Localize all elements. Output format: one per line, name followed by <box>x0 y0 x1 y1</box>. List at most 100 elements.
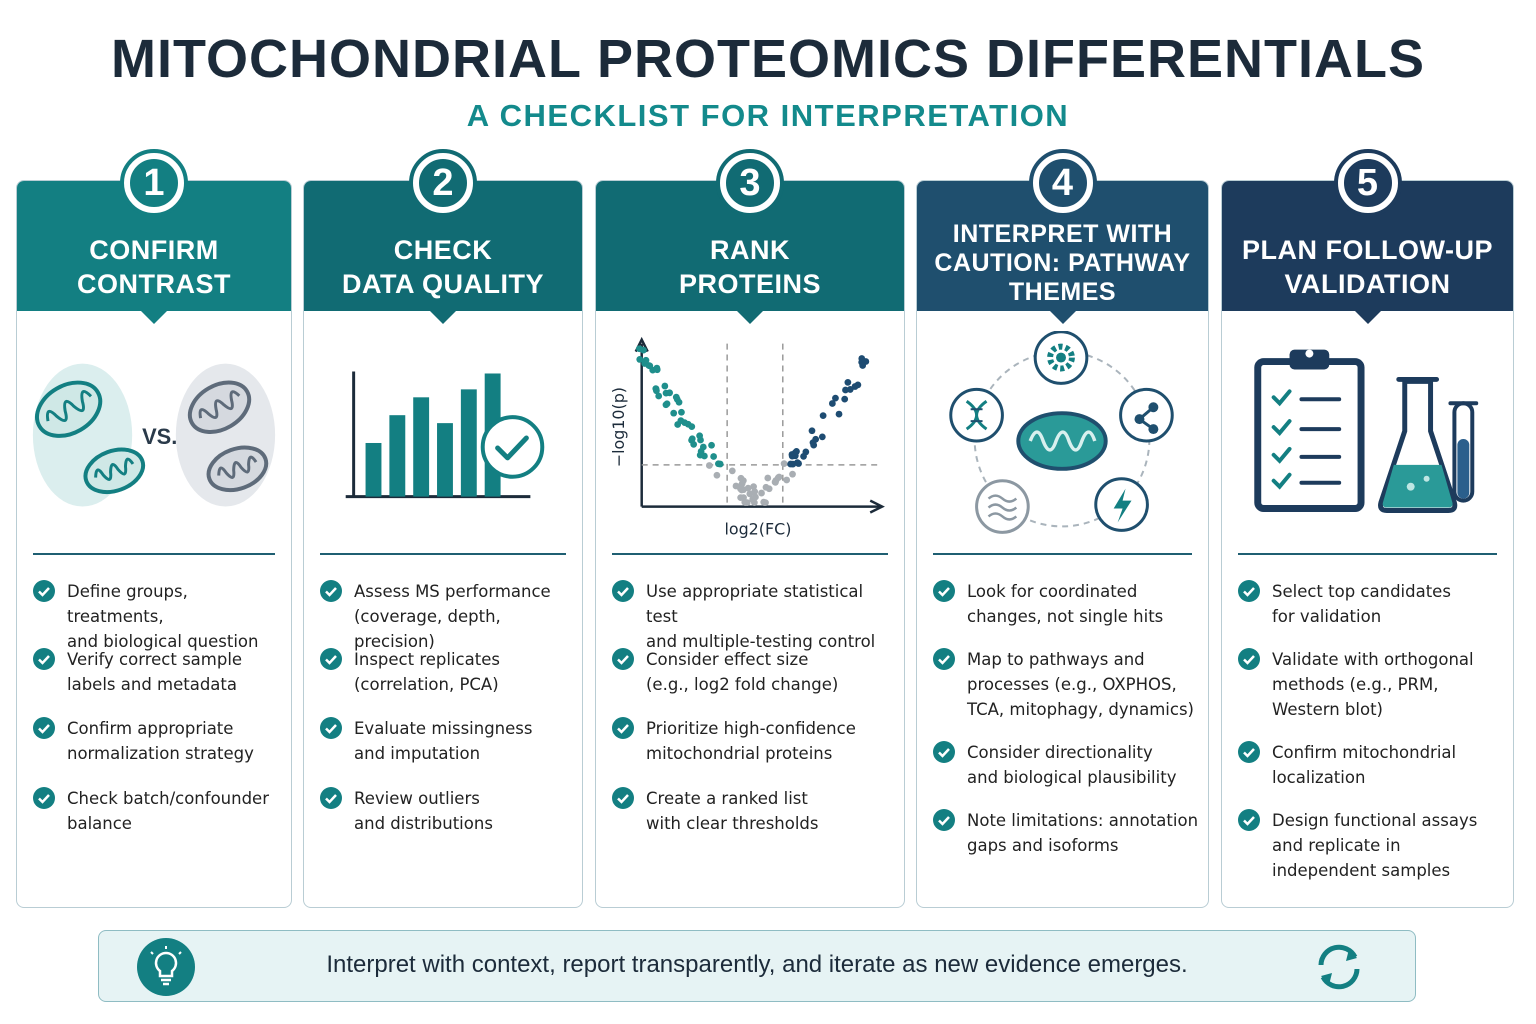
item-text: Verify correct sample labels and metadat… <box>67 650 243 694</box>
volcano-point <box>677 417 685 425</box>
volcano-point <box>696 451 704 459</box>
volcano-point <box>710 453 718 460</box>
check-icon <box>933 648 955 670</box>
lightbulb-icon <box>137 938 195 996</box>
check-icon <box>933 809 955 831</box>
volcano-point <box>752 493 759 501</box>
item-text: Review outliers and distributions <box>354 789 493 833</box>
volcano-point <box>758 489 765 497</box>
mitochondrion-icon <box>187 380 252 434</box>
volcano-point <box>688 435 696 443</box>
item-text: Select top candidates for validation <box>1272 582 1451 626</box>
check-icon <box>33 648 55 670</box>
validation-illustration <box>1254 349 1479 514</box>
volcano-point <box>780 460 788 468</box>
volcano-plot-icon: −log10(p) log2(FC) <box>609 336 885 538</box>
list-item: Validate with orthogonal methods (e.g., … <box>1238 647 1505 740</box>
pathway-themes-illustration <box>949 331 1174 534</box>
volcano-point <box>678 408 685 416</box>
divider <box>320 553 566 555</box>
check-icon <box>1238 741 1260 763</box>
volcano-point <box>642 356 650 364</box>
volcano-point <box>818 433 826 441</box>
volcano-point <box>802 448 810 456</box>
item-text: Use appropriate statistical test and mul… <box>646 582 876 651</box>
volcano-point <box>795 460 802 467</box>
check-icon <box>612 648 634 670</box>
volcano-point <box>688 423 696 430</box>
volcano-point <box>832 394 839 402</box>
item-text: Map to pathways and processes (e.g., OXP… <box>967 650 1194 719</box>
volcano-point <box>746 490 754 498</box>
item-text: Validate with orthogonal methods (e.g., … <box>1272 650 1474 719</box>
step-number-badge: 2 <box>409 149 477 217</box>
step-header: 2 CHECK DATA QUALITY <box>304 149 582 324</box>
list-item: Define groups, treatments, and biologica… <box>33 579 283 651</box>
step-number-badge: 1 <box>120 149 188 217</box>
volcano-point <box>859 362 867 369</box>
check-icon <box>320 580 342 602</box>
check-icon <box>612 580 634 602</box>
volcano-point <box>737 474 745 482</box>
item-text: Confirm mitochondrial localization <box>1272 743 1457 787</box>
volcano-point <box>655 392 663 400</box>
test-tube-icon <box>1448 401 1479 503</box>
step-card-plan-validation: 5 PLAN FOLLOW-UP VALIDATION <box>1221 149 1514 908</box>
volcano-point <box>670 409 678 417</box>
volcano-point <box>810 441 818 449</box>
network-icon <box>1119 387 1174 443</box>
item-text: Prioritize high-confidence mitochondrial… <box>646 719 856 763</box>
item-text: Evaluate missingness and imputation <box>354 719 533 763</box>
step-number-badge: 3 <box>716 149 784 217</box>
step-title: RANK PROTEINS <box>678 235 822 299</box>
checklist: Use appropriate statistical test and mul… <box>612 579 896 836</box>
item-text: Design functional assays and replicate i… <box>1272 811 1478 880</box>
refresh-cycle-icon <box>1318 944 1360 990</box>
item-text: Assess MS performance (coverage, depth, … <box>354 582 551 651</box>
footer-banner: Interpret with context, report transpare… <box>98 930 1416 1002</box>
volcano-point <box>662 401 670 409</box>
item-text: Consider effect size (e.g., log2 fold ch… <box>646 650 839 694</box>
volcano-point <box>699 443 707 451</box>
step-header: 3 RANK PROTEINS <box>596 149 904 324</box>
list-item: Note limitations: annotation gaps and is… <box>933 808 1200 858</box>
divider <box>612 553 888 555</box>
step-number: 1 <box>127 156 181 210</box>
volcano-point <box>666 389 673 397</box>
check-icon <box>1238 809 1260 831</box>
volcano-point <box>789 470 796 478</box>
volcano-point <box>788 452 796 460</box>
list-item: Evaluate missingness and imputation <box>320 716 574 786</box>
divider <box>1238 553 1497 555</box>
list-item: Look for coordinated changes, not single… <box>933 579 1200 647</box>
volcano-point <box>715 460 722 468</box>
check-icon <box>1238 648 1260 670</box>
item-text: Look for coordinated changes, not single… <box>967 582 1164 626</box>
page-title: MITOCHONDRIAL PROTEOMICS DIFFERENTIALS <box>110 29 1425 89</box>
step-title: CHECK DATA QUALITY <box>342 235 544 299</box>
volcano-point <box>750 483 757 490</box>
item-text: Create a ranked list with clear threshol… <box>646 789 819 833</box>
check-icon <box>612 717 634 739</box>
list-item: Consider directionality and biological p… <box>933 740 1200 808</box>
list-item: Inspect replicates (correlation, PCA) <box>320 647 574 716</box>
gear-icon <box>1033 331 1089 385</box>
check-icon <box>33 787 55 809</box>
list-item: Check batch/confounder balance <box>33 786 283 836</box>
volcano-point <box>708 441 715 449</box>
volcano-point <box>774 474 782 482</box>
volcano-point <box>783 476 791 484</box>
step-title: INTERPRET WITH CAUTION: PATHWAY THEMES <box>934 219 1191 306</box>
lightning-icon <box>1094 477 1149 532</box>
item-text: Confirm appropriate normalization strate… <box>67 719 254 763</box>
list-item: Prioritize high-confidence mitochondrial… <box>612 716 896 786</box>
volcano-point <box>661 382 669 390</box>
volcano-point <box>819 412 827 420</box>
volcano-point <box>743 499 751 506</box>
list-item: Assess MS performance (coverage, depth, … <box>320 579 574 651</box>
list-item: Design functional assays and replicate i… <box>1238 808 1505 883</box>
volcano-points <box>636 345 870 506</box>
vs-label: VS. <box>142 424 177 449</box>
volcano-point <box>728 467 736 475</box>
check-icon <box>1238 580 1260 602</box>
